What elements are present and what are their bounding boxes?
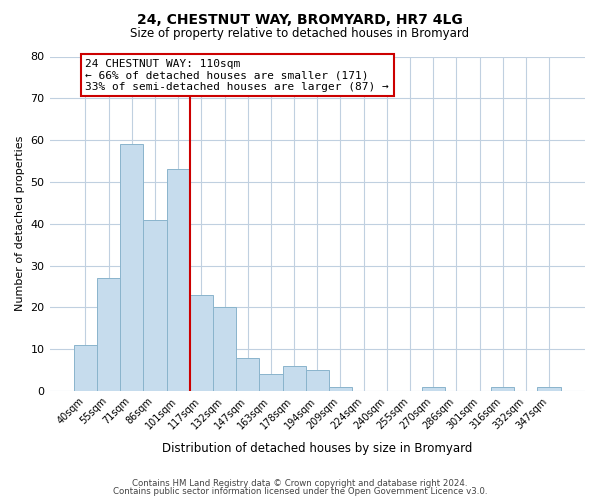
Text: Size of property relative to detached houses in Bromyard: Size of property relative to detached ho… [130, 28, 470, 40]
Text: Contains public sector information licensed under the Open Government Licence v3: Contains public sector information licen… [113, 487, 487, 496]
Bar [259, 374, 283, 391]
Bar [190, 295, 213, 391]
X-axis label: Distribution of detached houses by size in Bromyard: Distribution of detached houses by size … [162, 442, 472, 455]
Bar [236, 358, 259, 391]
Text: 24 CHESTNUT WAY: 110sqm
← 66% of detached houses are smaller (171)
33% of semi-d: 24 CHESTNUT WAY: 110sqm ← 66% of detache… [85, 58, 389, 92]
Bar [538, 387, 560, 391]
Y-axis label: Number of detached properties: Number of detached properties [15, 136, 25, 312]
Bar [283, 366, 305, 391]
Bar [491, 387, 514, 391]
Bar [143, 220, 167, 391]
Text: 24, CHESTNUT WAY, BROMYARD, HR7 4LG: 24, CHESTNUT WAY, BROMYARD, HR7 4LG [137, 12, 463, 26]
Text: Contains HM Land Registry data © Crown copyright and database right 2024.: Contains HM Land Registry data © Crown c… [132, 478, 468, 488]
Bar [74, 345, 97, 391]
Bar [329, 387, 352, 391]
Bar [97, 278, 120, 391]
Bar [120, 144, 143, 391]
Bar [213, 308, 236, 391]
Bar [305, 370, 329, 391]
Bar [422, 387, 445, 391]
Bar [167, 170, 190, 391]
